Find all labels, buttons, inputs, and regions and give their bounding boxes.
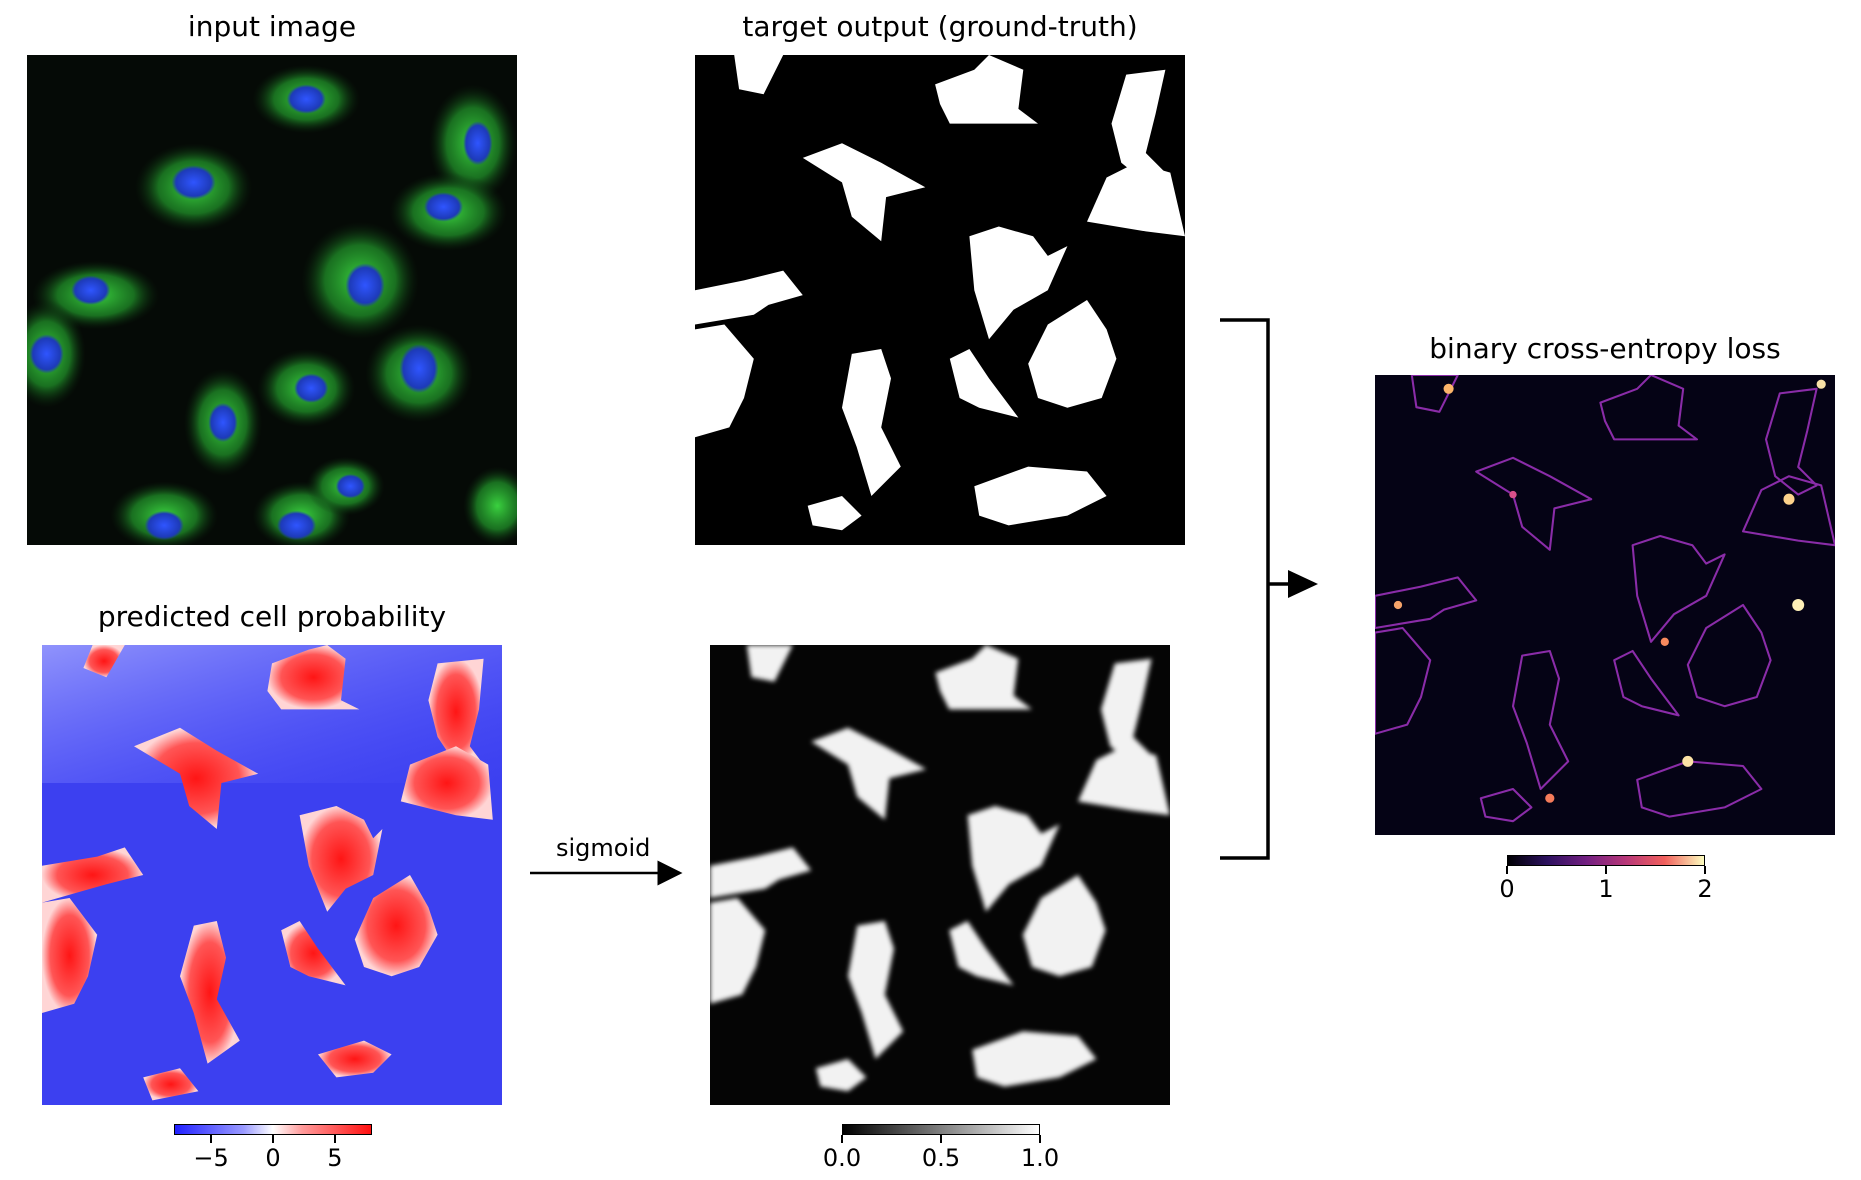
merge-bracket: [1220, 318, 1270, 860]
bracket-arrow-head: [1288, 570, 1318, 598]
sigmoid-colorbar-tick-label: 1.0: [1020, 1144, 1060, 1172]
sigmoid-colorbar-tick: [1039, 1135, 1041, 1143]
nuclei: [29, 84, 493, 541]
loss-image-svg: [1375, 375, 1835, 823]
sigmoid-colorbar-tick: [940, 1135, 942, 1143]
sigmoid-arrow-label: sigmoid: [556, 834, 651, 862]
predicted-colorbar-tick-label: 5: [327, 1144, 343, 1172]
predicted-colorbar: [174, 1124, 372, 1135]
sigmoid-image-svg: [710, 645, 1170, 1092]
input-image-panel: [27, 55, 517, 545]
input-image-svg: [27, 64, 517, 545]
sigmoid-output-panel: [710, 645, 1170, 1105]
predicted-colorbar-tick-label: 0: [265, 1144, 281, 1172]
target-output-panel: [695, 55, 1185, 545]
cell-bodies: [27, 64, 517, 545]
loss-boundary-lines: [1375, 375, 1835, 823]
sigmoid-colorbar-tick: [841, 1135, 843, 1143]
loss-hotspots: [1393, 379, 1826, 803]
loss-colorbar-tick: [1506, 866, 1508, 874]
predicted-probability-title: predicted cell probability: [97, 600, 447, 633]
predicted-colorbar-tick: [334, 1135, 336, 1143]
loss-colorbar-tick-label: 2: [1697, 875, 1713, 903]
loss-colorbar-tick-label: 0: [1499, 875, 1515, 903]
loss-colorbar-tick: [1605, 866, 1607, 874]
loss-colorbar-tick-label: 1: [1598, 875, 1614, 903]
loss-title: binary cross-entropy loss: [1429, 332, 1781, 365]
predicted-colorbar-tick-label: −5: [193, 1144, 229, 1172]
target-white-regions: [695, 55, 1185, 531]
predicted-colorbar-tick: [210, 1135, 212, 1143]
predicted-heatmap-svg: [42, 645, 502, 1101]
sigmoid-white-regions: [710, 645, 1170, 1092]
predicted-red-regions: [42, 645, 493, 1101]
loss-colorbar: [1507, 855, 1705, 866]
target-output-title: target output (ground-truth): [742, 10, 1138, 43]
sigmoid-colorbar: [842, 1124, 1040, 1135]
predicted-probability-panel: [42, 645, 502, 1105]
loss-panel: [1375, 375, 1835, 835]
target-mask-svg: [695, 55, 1185, 531]
sigmoid-colorbar-tick-label: 0.0: [822, 1144, 862, 1172]
input-image-title: input image: [187, 10, 357, 43]
predicted-colorbar-tick: [272, 1135, 274, 1143]
sigmoid-colorbar-tick-label: 0.5: [921, 1144, 961, 1172]
loss-colorbar-tick: [1704, 866, 1706, 874]
